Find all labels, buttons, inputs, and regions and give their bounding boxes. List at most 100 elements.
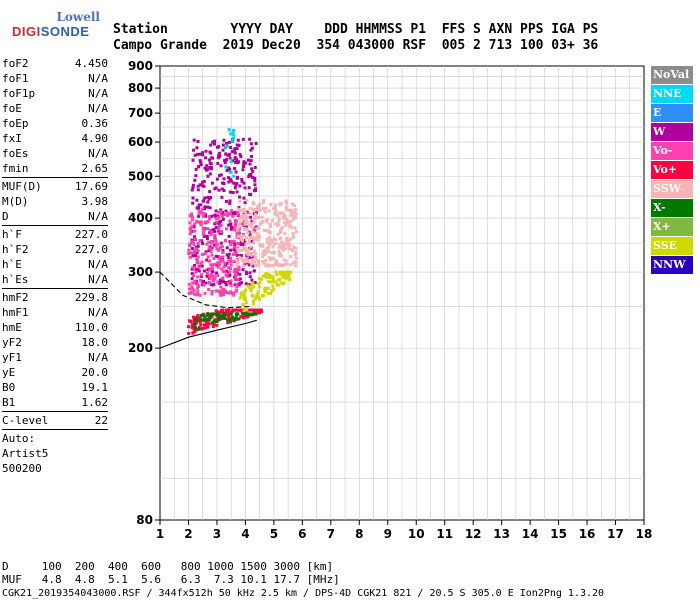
echo-point bbox=[239, 315, 243, 319]
echo-point bbox=[193, 280, 197, 284]
echo-point bbox=[279, 263, 283, 267]
echo-point bbox=[231, 213, 235, 217]
echo-point bbox=[290, 208, 294, 212]
echo-point bbox=[284, 199, 288, 203]
echo-point bbox=[216, 318, 220, 322]
echo-point bbox=[232, 133, 236, 137]
echo-point bbox=[208, 273, 212, 277]
echo-point bbox=[232, 181, 236, 185]
y-tick-label: 500 bbox=[128, 169, 153, 183]
echo-point bbox=[238, 184, 242, 188]
echo-point bbox=[252, 249, 256, 253]
param-row: M(D) 3.98 bbox=[2, 194, 108, 209]
echo-point bbox=[210, 253, 214, 257]
echo-point bbox=[196, 188, 200, 192]
echo-point bbox=[233, 283, 237, 287]
echo-point bbox=[199, 211, 203, 215]
echo-point bbox=[274, 209, 278, 213]
echo-point bbox=[267, 264, 271, 268]
param-row: fxI 4.90 bbox=[2, 131, 108, 146]
echo-point bbox=[214, 186, 218, 190]
echo-point bbox=[220, 279, 224, 283]
echo-point bbox=[201, 199, 205, 203]
echo-point bbox=[263, 253, 267, 257]
echo-point bbox=[283, 270, 287, 274]
echo-point bbox=[220, 267, 224, 271]
echo-point bbox=[200, 318, 204, 322]
echo-point bbox=[271, 280, 275, 284]
echo-point bbox=[272, 264, 276, 268]
echo-point bbox=[246, 260, 250, 264]
echo-point bbox=[268, 242, 272, 246]
echo-point bbox=[256, 259, 260, 263]
echo-point bbox=[228, 273, 232, 277]
echo-point bbox=[263, 274, 267, 278]
echo-point bbox=[279, 227, 283, 231]
echo-point bbox=[209, 151, 213, 155]
echo-point bbox=[270, 240, 274, 244]
echo-point bbox=[251, 255, 255, 259]
echo-point bbox=[221, 251, 225, 255]
echo-point bbox=[234, 219, 238, 223]
echo-point bbox=[196, 292, 200, 296]
echo-point bbox=[239, 220, 243, 224]
echo-point bbox=[255, 226, 259, 230]
echo-point bbox=[279, 270, 283, 274]
x-tick-label: 3 bbox=[213, 527, 221, 541]
param-value: 4.450 bbox=[74, 57, 108, 70]
echo-point bbox=[221, 143, 225, 147]
echo-point bbox=[258, 208, 262, 212]
echo-point bbox=[216, 242, 220, 246]
echo-point bbox=[209, 196, 213, 200]
echo-point bbox=[243, 260, 247, 264]
echo-point bbox=[251, 176, 255, 180]
echo-point bbox=[212, 142, 216, 146]
echo-point bbox=[220, 309, 224, 313]
echo-point bbox=[227, 315, 231, 319]
echo-point bbox=[241, 264, 245, 268]
echo-point bbox=[276, 232, 280, 236]
echo-point bbox=[253, 255, 257, 259]
echo-point bbox=[284, 247, 288, 251]
echo-point bbox=[254, 187, 258, 191]
echo-point bbox=[255, 293, 259, 297]
echo-point bbox=[201, 180, 205, 184]
autoscale-line: 500200 bbox=[2, 462, 42, 475]
echo-point bbox=[192, 243, 196, 247]
param-name: yF1 bbox=[2, 351, 22, 364]
echo-point bbox=[239, 254, 243, 258]
separator bbox=[2, 429, 108, 430]
echo-point bbox=[232, 136, 236, 140]
echo-point bbox=[188, 287, 192, 291]
autoscale-line: Auto: bbox=[2, 432, 36, 445]
echo-point bbox=[249, 215, 253, 219]
echo-point bbox=[239, 293, 243, 297]
echo-point bbox=[257, 235, 261, 239]
echo-point bbox=[243, 240, 247, 244]
echo-point bbox=[196, 282, 200, 286]
echo-point bbox=[243, 246, 247, 250]
echo-point bbox=[190, 224, 194, 228]
echo-point bbox=[225, 168, 229, 172]
echo-point bbox=[245, 215, 249, 219]
echo-point bbox=[245, 225, 249, 229]
echo-point bbox=[274, 242, 278, 246]
echo-point bbox=[206, 227, 210, 231]
echo-point bbox=[210, 214, 214, 218]
param-name: h`F2 bbox=[2, 243, 29, 256]
echo-point bbox=[237, 267, 241, 271]
echo-point bbox=[234, 160, 238, 164]
echo-point bbox=[247, 186, 251, 190]
echo-point bbox=[226, 318, 230, 322]
echo-point bbox=[214, 226, 218, 230]
echo-point bbox=[211, 263, 215, 267]
echo-point bbox=[221, 181, 225, 185]
echo-point bbox=[223, 280, 227, 284]
param-value: 227.0 bbox=[74, 243, 108, 256]
echo-point bbox=[187, 248, 191, 252]
echo-point bbox=[192, 319, 196, 323]
echo-point bbox=[248, 255, 252, 259]
echo-point bbox=[191, 183, 195, 187]
echo-point bbox=[242, 213, 246, 217]
